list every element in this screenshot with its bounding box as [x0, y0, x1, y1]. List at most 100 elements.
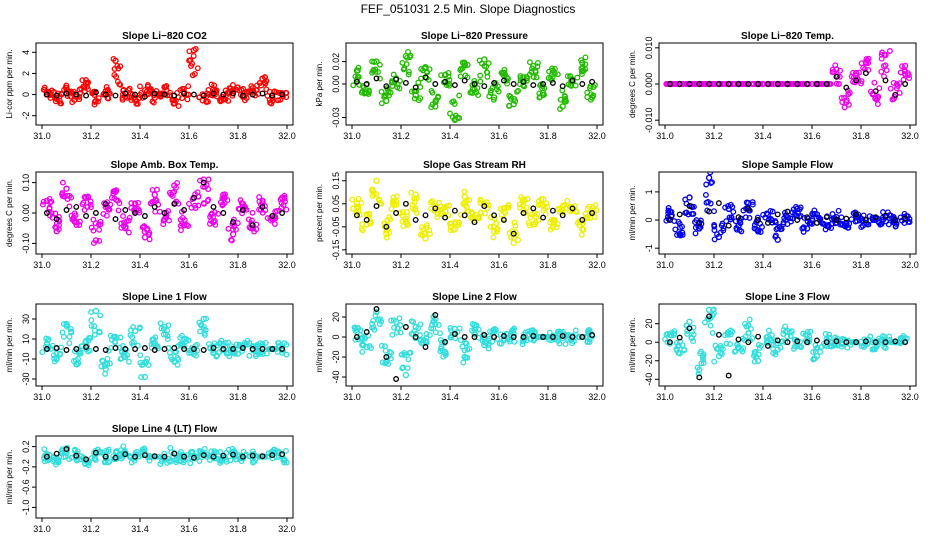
- cloud-point: [495, 88, 502, 95]
- data-point: [471, 321, 478, 329]
- chart-panel-1: Slope Li−820 CO2 Li-cor ppm per min. 31.0 3…: [5, 31, 296, 141]
- cloud-point: [438, 72, 445, 79]
- reference-point: [63, 90, 70, 97]
- cloud-point: [520, 82, 527, 89]
- reference-point: [190, 91, 197, 98]
- cloud-point: [67, 325, 74, 332]
- data-point: [705, 174, 713, 182]
- cloud-point: [400, 364, 406, 371]
- cloud-point: [784, 333, 791, 340]
- cloud-point: [283, 94, 290, 101]
- data-point: [171, 357, 178, 365]
- cloud-point: [91, 331, 98, 338]
- cloud-point: [130, 339, 137, 346]
- data-point: [559, 103, 566, 110]
- reference-point: [579, 334, 586, 340]
- cloud-point: [484, 69, 491, 76]
- data-point: [764, 333, 772, 340]
- reference-point: [540, 334, 547, 340]
- series-points: [43, 307, 286, 381]
- reference-point: [862, 338, 869, 345]
- cloud-point: [126, 358, 132, 365]
- cloud-point: [92, 457, 99, 464]
- cloud-point: [874, 101, 881, 108]
- data-point: [510, 100, 517, 108]
- reference-point: [794, 217, 801, 223]
- reference-point: [83, 213, 90, 219]
- reference-point: [73, 91, 80, 98]
- y-tick-label: -2: [21, 112, 31, 120]
- cloud-point: [88, 317, 95, 324]
- data-point: [383, 230, 390, 237]
- cloud-point: [427, 199, 434, 206]
- reference-point: [804, 214, 811, 221]
- cloud-point: [455, 222, 462, 229]
- data-point: [481, 200, 488, 208]
- y-tick-label: 0: [644, 340, 654, 345]
- data-point: [171, 182, 178, 189]
- point-cloud: [662, 306, 910, 377]
- cloud-point: [359, 348, 366, 355]
- cloud-point: [39, 201, 46, 208]
- data-point: [63, 447, 70, 454]
- reference-point: [843, 84, 850, 91]
- cloud-point: [60, 320, 67, 327]
- data-point: [539, 195, 547, 203]
- reference-point: [804, 339, 811, 346]
- y-axis-label: ml/min per min.: [315, 318, 324, 373]
- data-point: [676, 350, 683, 357]
- reference-point: [239, 207, 246, 213]
- cloud-point: [690, 210, 697, 217]
- cloud-point: [562, 341, 569, 348]
- x-tick-label: 31.8: [539, 131, 557, 141]
- cloud-point: [845, 91, 852, 98]
- chart-title: Slope Li−820 CO2: [122, 31, 207, 42]
- cloud-point: [401, 350, 408, 356]
- cloud-point: [738, 228, 745, 235]
- cloud-point: [275, 339, 281, 346]
- cloud-point: [461, 188, 468, 195]
- reference-point: [363, 216, 370, 223]
- chart-title: Slope Line 3 Flow: [745, 292, 830, 303]
- cloud-point: [692, 81, 699, 87]
- reference-point: [589, 210, 596, 216]
- cloud-point: [792, 211, 798, 217]
- point-cloud: [39, 176, 290, 247]
- reference-point: [696, 374, 703, 381]
- cloud-point: [511, 219, 518, 226]
- reference-point: [181, 90, 188, 97]
- cloud-point: [122, 93, 129, 100]
- cloud-point: [106, 458, 113, 465]
- cloud-point: [878, 51, 885, 58]
- y-tick-label: 0.05: [331, 195, 341, 213]
- reference-point: [569, 205, 576, 212]
- data-point: [102, 203, 109, 211]
- cloud-point: [477, 196, 484, 203]
- cloud-point: [727, 341, 733, 348]
- y-tick-label: -10: [21, 352, 31, 365]
- cloud-point: [160, 331, 167, 338]
- reference-point: [210, 203, 217, 210]
- cloud-point: [582, 66, 589, 73]
- cloud-point: [869, 339, 876, 346]
- data-point: [249, 84, 256, 92]
- cloud-point: [488, 87, 494, 94]
- reference-point: [451, 207, 458, 214]
- y-tick-label: 1: [644, 189, 654, 194]
- cloud-point: [211, 82, 218, 89]
- cloud-point: [535, 217, 542, 224]
- cloud-point: [167, 89, 173, 96]
- series-points: [43, 47, 286, 107]
- reference-point: [122, 346, 129, 352]
- x-tick-label: 31.8: [229, 131, 247, 141]
- cloud-point: [845, 224, 852, 231]
- cloud-point: [700, 360, 707, 367]
- cloud-point: [156, 208, 163, 215]
- cloud-point: [111, 187, 118, 194]
- cloud-point: [136, 325, 143, 332]
- cloud-point: [557, 96, 564, 103]
- data-point: [239, 200, 247, 208]
- cloud-point: [498, 211, 505, 218]
- cloud-point: [183, 221, 190, 228]
- cloud-point: [186, 57, 193, 64]
